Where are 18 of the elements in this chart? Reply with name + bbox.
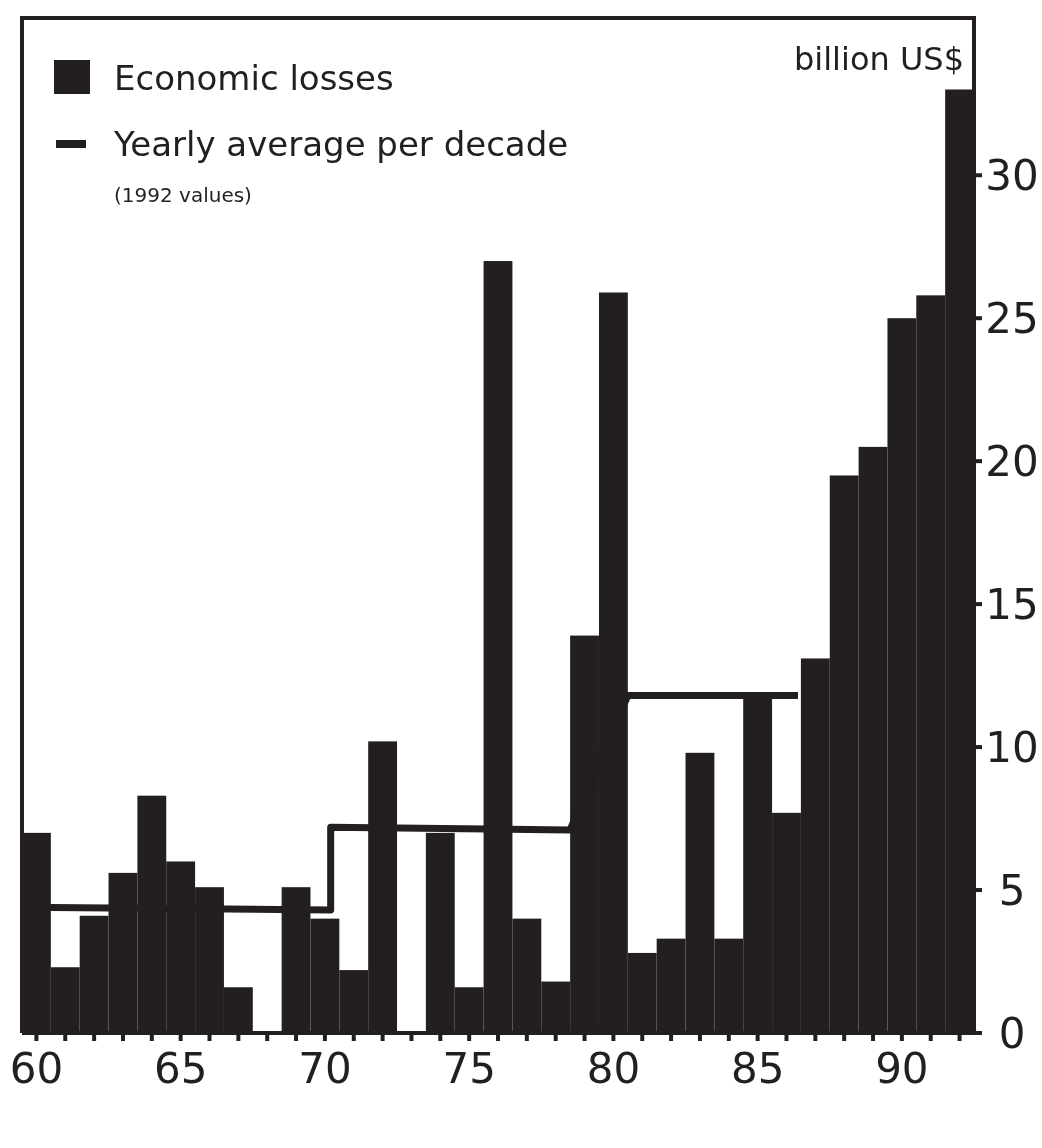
x-tick-label: 85 [730,1044,785,1093]
y-tick-label: 10 [985,723,1039,773]
x-tick-label: 75 [442,1044,496,1093]
annotation: (1992 values) [114,183,252,207]
legend-label: Economic losses [114,58,394,98]
x-tick-label: 70 [298,1044,352,1093]
y-tick-label: 5 [998,866,1026,916]
x-tick-label: 80 [586,1044,641,1093]
x-tick-label: 60 [9,1044,64,1093]
x-tick-label: 65 [153,1044,208,1093]
y-tick-label: 0 [998,1009,1026,1058]
y-tick-label: 20 [985,437,1039,487]
y-tick-label: 30 [985,151,1039,201]
y-tick-label: 15 [985,580,1039,630]
legend-label: Yearly average per decade [113,124,569,164]
y-axis-title: billion US$ [794,40,964,78]
y-tick-label: 25 [985,294,1039,344]
x-tick-label: 90 [875,1044,929,1093]
